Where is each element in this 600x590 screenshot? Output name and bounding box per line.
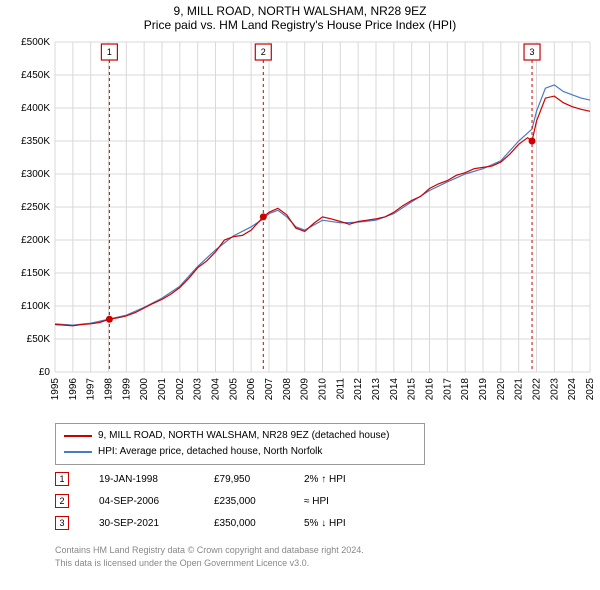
footer-line-1: Contains HM Land Registry data © Crown c… [55,544,364,557]
svg-text:2002: 2002 [175,378,186,401]
svg-text:£450K: £450K [21,70,50,81]
svg-text:£250K: £250K [21,202,50,213]
svg-text:£100K: £100K [21,301,50,312]
svg-text:£200K: £200K [21,235,50,246]
svg-text:£50K: £50K [27,334,51,345]
sales-table: 1 19-JAN-1998 £79,950 2% ↑ HPI 2 04-SEP-… [55,468,384,534]
svg-text:2011: 2011 [335,378,346,400]
sale-diff: ≈ HPI [304,496,384,507]
svg-text:2019: 2019 [478,378,489,401]
svg-text:£400K: £400K [21,103,50,114]
svg-text:1996: 1996 [68,378,79,401]
svg-text:2000: 2000 [139,378,150,401]
legend-swatch [64,435,92,437]
svg-text:2024: 2024 [567,378,578,401]
sale-date: 04-SEP-2006 [99,496,184,507]
sale-diff: 2% ↑ HPI [304,474,384,485]
svg-text:2015: 2015 [407,378,418,401]
svg-text:2016: 2016 [425,378,436,401]
svg-text:2022: 2022 [532,378,543,401]
svg-text:2005: 2005 [228,378,239,401]
svg-text:2004: 2004 [211,378,222,401]
legend-label: 9, MILL ROAD, NORTH WALSHAM, NR28 9EZ (d… [98,428,389,444]
svg-text:2014: 2014 [389,378,400,401]
title-block: 9, MILL ROAD, NORTH WALSHAM, NR28 9EZ Pr… [0,0,600,32]
svg-text:2007: 2007 [264,378,275,401]
svg-text:1999: 1999 [121,378,132,401]
svg-text:1998: 1998 [104,378,115,401]
sale-date: 30-SEP-2021 [99,518,184,529]
svg-text:2020: 2020 [496,378,507,401]
sale-marker-icon: 2 [55,494,69,508]
svg-text:£350K: £350K [21,136,50,147]
legend-item-series: 9, MILL ROAD, NORTH WALSHAM, NR28 9EZ (d… [64,428,416,444]
legend-swatch [64,451,92,453]
svg-text:2008: 2008 [282,378,293,401]
legend: 9, MILL ROAD, NORTH WALSHAM, NR28 9EZ (d… [55,423,425,465]
footer-line-2: This data is licensed under the Open Gov… [55,557,364,570]
svg-text:2017: 2017 [442,378,453,401]
sale-price: £79,950 [214,474,274,485]
sale-row: 1 19-JAN-1998 £79,950 2% ↑ HPI [55,468,384,490]
svg-text:2025: 2025 [585,378,596,401]
svg-text:2003: 2003 [193,378,204,401]
svg-text:£300K: £300K [21,169,50,180]
sale-marker-icon: 3 [55,516,69,530]
svg-text:£150K: £150K [21,268,50,279]
sale-price: £235,000 [214,496,274,507]
sale-diff: 5% ↓ HPI [304,518,384,529]
svg-text:2010: 2010 [318,378,329,401]
svg-text:2006: 2006 [246,378,257,401]
svg-text:2013: 2013 [371,378,382,401]
sale-marker-icon: 1 [55,472,69,486]
attribution-footer: Contains HM Land Registry data © Crown c… [55,544,364,570]
title-line-1: 9, MILL ROAD, NORTH WALSHAM, NR28 9EZ [0,4,600,18]
svg-text:2: 2 [261,47,266,57]
svg-text:2018: 2018 [460,378,471,401]
svg-text:3: 3 [530,47,535,57]
svg-text:2021: 2021 [514,378,525,401]
svg-text:£500K: £500K [21,37,50,48]
line-chart: £0 £50K £100K £150K £200K £250K £300K £350K £400… [0,32,600,420]
legend-item-hpi: HPI: Average price, detached house, Nort… [64,444,416,460]
svg-text:1: 1 [107,47,112,57]
svg-text:2001: 2001 [157,378,168,401]
svg-text:2023: 2023 [549,378,560,401]
svg-text:£0: £0 [39,367,51,378]
chart-container: 9, MILL ROAD, NORTH WALSHAM, NR28 9EZ Pr… [0,0,600,590]
legend-label: HPI: Average price, detached house, Nort… [98,444,322,460]
sale-date: 19-JAN-1998 [99,474,184,485]
svg-text:2012: 2012 [353,378,364,401]
sale-row: 3 30-SEP-2021 £350,000 5% ↓ HPI [55,512,384,534]
title-line-2: Price paid vs. HM Land Registry's House … [0,18,600,32]
svg-text:2009: 2009 [300,378,311,401]
svg-text:1997: 1997 [86,378,97,401]
sale-row: 2 04-SEP-2006 £235,000 ≈ HPI [55,490,384,512]
svg-text:1995: 1995 [50,378,61,401]
sale-price: £350,000 [214,518,274,529]
